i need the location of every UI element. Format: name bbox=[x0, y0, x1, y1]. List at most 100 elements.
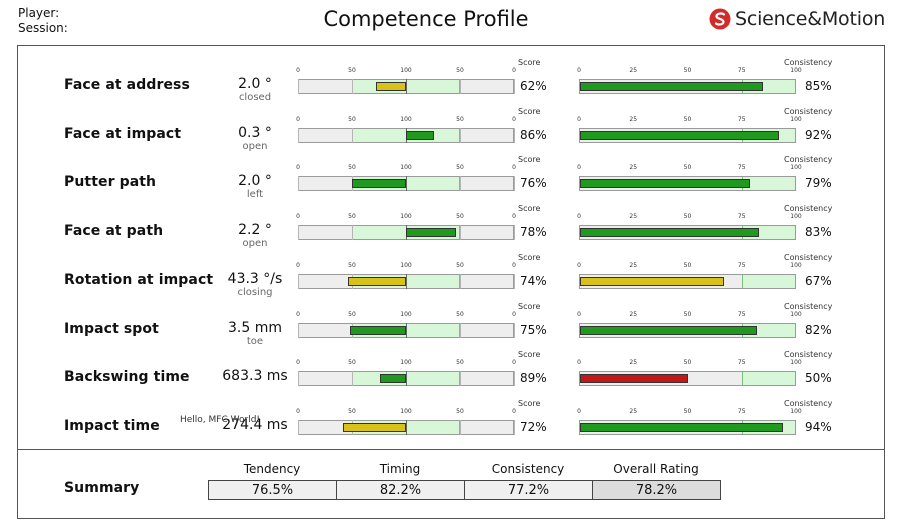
score-bar bbox=[343, 422, 406, 432]
consistency-tick-label: 25 bbox=[629, 115, 638, 123]
row-value: 2.2 ° bbox=[238, 222, 272, 239]
score-tick bbox=[352, 371, 353, 387]
consistency-tick-label: 75 bbox=[737, 310, 746, 318]
score-tick-label: 0 bbox=[512, 261, 516, 269]
score-tick bbox=[298, 322, 299, 338]
consistency-target-zone bbox=[741, 372, 795, 386]
logo-text: Science&Motion bbox=[735, 8, 886, 30]
row-value: 2.0 ° bbox=[238, 173, 272, 190]
score-percent: 89% bbox=[520, 371, 547, 386]
consistency-tick-label: 75 bbox=[737, 261, 746, 269]
consistency-percent: 50% bbox=[805, 371, 832, 386]
score-tick-label: 0 bbox=[512, 407, 516, 415]
score-tick-label: 50 bbox=[348, 164, 356, 172]
score-tick bbox=[352, 225, 353, 241]
score-axis-label: Score bbox=[518, 155, 541, 165]
consistency-tick-label: 25 bbox=[629, 67, 638, 74]
consistency-percent: 83% bbox=[805, 225, 832, 240]
consistency-tick-label: 25 bbox=[629, 407, 638, 415]
row-unit: left bbox=[246, 189, 264, 201]
score-tick-label: 0 bbox=[296, 213, 300, 221]
score-tick-label: 100 bbox=[400, 359, 412, 367]
consistency-tick-label: 50 bbox=[683, 213, 692, 221]
row-label: Impact spot bbox=[64, 320, 159, 337]
score-tick-label: 0 bbox=[296, 115, 300, 123]
consistency-bar bbox=[580, 130, 779, 140]
score-tick-label: 50 bbox=[456, 164, 464, 172]
summary-header: Timing bbox=[379, 462, 421, 476]
score-axis-label: Score bbox=[518, 252, 541, 262]
consistency-tick-label: 0 bbox=[577, 407, 581, 415]
score-tick bbox=[460, 371, 461, 387]
score-axis-label: Score bbox=[518, 301, 541, 311]
score-tick-label: 50 bbox=[348, 213, 356, 221]
logo-icon bbox=[709, 8, 731, 30]
consistency-tick-label: 50 bbox=[683, 359, 692, 367]
score-tick bbox=[460, 79, 461, 94]
consistency-tick-label: 75 bbox=[737, 213, 746, 221]
score-center-line bbox=[406, 371, 407, 387]
consistency-percent: 85% bbox=[805, 79, 832, 93]
score-axis-label: Score bbox=[518, 58, 541, 67]
row-value: 274.4 ms bbox=[222, 416, 288, 433]
summary-value: 76.5% bbox=[208, 480, 337, 500]
consistency-tick-label: 75 bbox=[737, 115, 746, 123]
consistency-bar bbox=[580, 422, 783, 432]
consistency-axis-label: Consistency bbox=[784, 155, 833, 165]
consistency-bar bbox=[580, 82, 764, 91]
score-tick-label: 0 bbox=[296, 164, 300, 172]
score-tick bbox=[514, 273, 515, 289]
consistency-tick-label: 0 bbox=[577, 359, 581, 367]
score-tick bbox=[298, 225, 299, 241]
score-tick bbox=[514, 322, 515, 338]
summary-label: Summary bbox=[64, 480, 140, 496]
score-center-line bbox=[406, 322, 407, 338]
row-label: Impact time bbox=[64, 417, 160, 434]
score-tick bbox=[460, 176, 461, 192]
consistency-tick-label: 75 bbox=[737, 67, 746, 74]
consistency-tick-label: 0 bbox=[577, 67, 581, 74]
summary-value: 82.2% bbox=[336, 480, 465, 500]
score-tick bbox=[460, 419, 461, 435]
score-tick-label: 0 bbox=[512, 115, 516, 123]
score-tick-label: 100 bbox=[400, 164, 412, 172]
consistency-tick-label: 100 bbox=[790, 213, 802, 221]
consistency-tick-label: 50 bbox=[683, 67, 692, 74]
consistency-bar bbox=[580, 228, 760, 238]
row-value: 0.3 ° bbox=[238, 124, 272, 141]
consistency-tick-label: 100 bbox=[790, 164, 802, 172]
score-tick-label: 100 bbox=[400, 115, 412, 123]
consistency-tick-label: 0 bbox=[577, 310, 581, 318]
consistency-bar bbox=[580, 276, 725, 286]
consistency-bar bbox=[580, 374, 688, 384]
score-center-line bbox=[406, 176, 407, 192]
summary-value: 78.2% bbox=[592, 480, 721, 500]
consistency-percent: 67% bbox=[805, 273, 832, 288]
score-bar bbox=[380, 374, 406, 384]
consistency-tick-label: 0 bbox=[577, 115, 581, 123]
consistency-tick-label: 25 bbox=[629, 310, 638, 318]
score-axis-label: Score bbox=[518, 398, 541, 408]
score-percent: 76% bbox=[520, 176, 547, 191]
row-value: 2.0 ° bbox=[238, 76, 272, 92]
score-tick-label: 50 bbox=[456, 115, 464, 123]
score-tick bbox=[298, 127, 299, 143]
score-tick-label: 0 bbox=[512, 310, 516, 318]
session-label: Session: bbox=[18, 21, 68, 35]
consistency-tick-label: 100 bbox=[790, 67, 802, 74]
row-value: 683.3 ms bbox=[222, 368, 288, 385]
score-tick-label: 0 bbox=[512, 164, 516, 172]
consistency-bar bbox=[580, 179, 751, 189]
consistency-tick-label: 0 bbox=[577, 164, 581, 172]
profile-panel bbox=[17, 45, 885, 450]
row-unit: open bbox=[242, 140, 268, 152]
score-tick-label: 100 bbox=[400, 261, 412, 269]
score-tick bbox=[514, 176, 515, 192]
score-center-line bbox=[406, 273, 407, 289]
score-percent: 78% bbox=[520, 225, 547, 240]
brand-logo: Science&Motion bbox=[709, 8, 885, 30]
score-tick bbox=[298, 371, 299, 387]
score-percent: 86% bbox=[520, 127, 547, 142]
consistency-tick-label: 100 bbox=[790, 261, 802, 269]
consistency-tick-label: 0 bbox=[577, 261, 581, 269]
